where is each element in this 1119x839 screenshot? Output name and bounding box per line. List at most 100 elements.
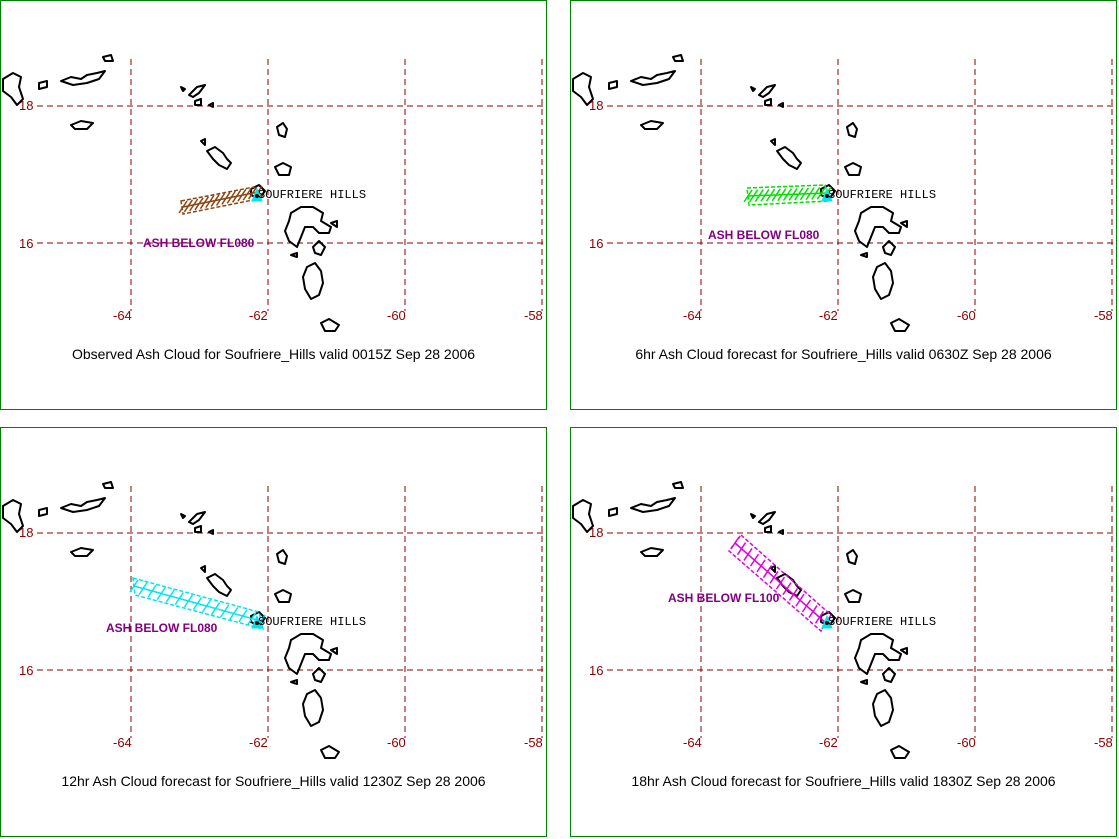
grid-lines xyxy=(607,59,1116,311)
island-outline xyxy=(854,633,902,675)
island-outline xyxy=(70,547,94,557)
island-outline xyxy=(630,497,676,513)
volcano-dot xyxy=(825,194,829,198)
island-outline xyxy=(102,54,114,62)
island-outline xyxy=(38,507,48,517)
island-outline xyxy=(672,481,684,489)
lat-label-16: 16 xyxy=(589,236,603,251)
island-outline xyxy=(102,481,114,489)
island-outline xyxy=(778,529,784,535)
lat-label-16: 16 xyxy=(19,236,33,251)
volcano-label: SOUFRIERE HILLS xyxy=(258,615,366,629)
island-outline xyxy=(70,120,94,130)
island-outline xyxy=(284,206,332,248)
volcano-dot xyxy=(255,194,259,198)
volcano-dot xyxy=(255,621,259,625)
lon-label-62: -62 xyxy=(819,735,838,750)
island-outline xyxy=(608,80,618,90)
ash-cloud-outline xyxy=(746,184,830,206)
island-outline xyxy=(750,513,756,519)
island-outline xyxy=(882,667,896,683)
ash-cloud xyxy=(743,184,833,206)
map-1: 18 16 -64 -62 -60 -58 SOUFRIERE HILLS AS… xyxy=(572,54,1116,332)
ash-cloud-axis xyxy=(182,191,259,208)
ash-cloud-axis xyxy=(734,542,827,624)
island-outline xyxy=(844,162,862,176)
panel-caption: Observed Ash Cloud for Soufriere_Hills v… xyxy=(71,346,476,362)
ash-cloud-outline xyxy=(132,576,265,631)
island-outline xyxy=(194,525,202,533)
island-outline xyxy=(312,240,326,256)
lon-label-60: -60 xyxy=(957,308,976,323)
panel-6hr: 18 16 -64 -62 -60 -58 SOUFRIERE HILLS AS… xyxy=(570,0,1117,410)
island-outline xyxy=(180,86,186,92)
lon-label-60: -60 xyxy=(387,308,406,323)
island-outline xyxy=(312,667,326,683)
island-outline xyxy=(672,54,684,62)
ash-cloud xyxy=(129,576,266,631)
island-outline xyxy=(640,547,664,557)
lon-label-62: -62 xyxy=(249,735,268,750)
lat-label-16: 16 xyxy=(589,663,603,678)
island-outline xyxy=(284,633,332,675)
island-outline xyxy=(860,252,868,258)
island-outline xyxy=(770,565,776,573)
ash-cloud-axis xyxy=(747,192,828,197)
panel-18hr: 18 16 -64 -62 -60 -58 SOUFRIERE HILLS AS… xyxy=(570,427,1117,837)
island-outline xyxy=(630,70,676,86)
island-outline xyxy=(854,206,902,248)
lon-label-62: -62 xyxy=(249,308,268,323)
island-outline xyxy=(276,122,288,138)
island-outline xyxy=(302,262,324,300)
island-outline xyxy=(302,689,324,727)
island-outline xyxy=(758,84,776,98)
island-outline xyxy=(208,102,214,108)
panel-caption: 12hr Ash Cloud forecast for Soufriere_Hi… xyxy=(61,773,486,789)
lat-label-18: 18 xyxy=(19,98,33,113)
island-outline xyxy=(290,679,298,685)
island-outline xyxy=(846,549,858,565)
island-outline xyxy=(860,679,868,685)
lat-label-18: 18 xyxy=(589,98,603,113)
island-outline xyxy=(180,513,186,519)
island-outline xyxy=(572,499,594,533)
grid-lines xyxy=(37,486,546,738)
grid-lines xyxy=(607,486,1116,738)
island-outline xyxy=(890,745,910,759)
island-outline xyxy=(608,507,618,517)
lat-label-16: 16 xyxy=(19,663,33,678)
island-outline xyxy=(206,573,232,597)
island-outline xyxy=(778,102,784,108)
island-outline xyxy=(320,745,340,759)
lon-label-62: -62 xyxy=(819,308,838,323)
island-outline xyxy=(200,138,206,146)
island-outline xyxy=(882,240,896,256)
volcano-label: SOUFRIERE HILLS xyxy=(828,615,936,629)
island-outline xyxy=(764,98,772,106)
island-outline xyxy=(872,689,894,727)
ash-label: ASH BELOW FL080 xyxy=(143,236,255,250)
island-outline xyxy=(194,98,202,106)
volcano-label: SOUFRIERE HILLS xyxy=(828,188,936,202)
volcano-dot xyxy=(825,621,829,625)
panel-observed: 18 16 -64 -62 -60 -58 SOUFRIERE HILLS AS… xyxy=(0,0,547,410)
island-outline xyxy=(2,499,24,533)
island-outline xyxy=(872,262,894,300)
island-outline xyxy=(900,220,908,228)
island-outline xyxy=(640,120,664,130)
island-outline xyxy=(900,647,908,655)
island-outline xyxy=(188,84,206,98)
island-outline xyxy=(764,525,772,533)
island-outline xyxy=(274,589,292,603)
lon-label-58: -58 xyxy=(1094,735,1113,750)
island-outline xyxy=(844,589,862,603)
island-outline xyxy=(38,80,48,90)
island-outline xyxy=(330,220,338,228)
lon-label-60: -60 xyxy=(387,735,406,750)
island-outline xyxy=(572,72,594,106)
lat-label-18: 18 xyxy=(19,525,33,540)
island-outline xyxy=(60,70,106,86)
ash-cloud-axis xyxy=(133,585,262,622)
island-outline xyxy=(770,138,776,146)
ash-cloud xyxy=(727,533,833,633)
